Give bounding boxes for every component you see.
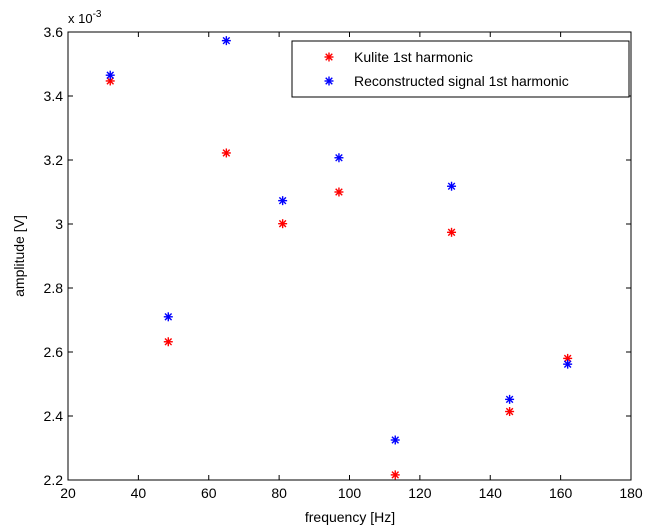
data-point: [447, 181, 457, 191]
data-point: [505, 394, 515, 404]
data-point: [105, 70, 115, 80]
x-tick-label: 160: [549, 485, 573, 501]
data-point: [390, 470, 400, 480]
x-tick-label: 40: [131, 485, 147, 501]
y-axis: 2.2 2.4 2.6 2.8 3 3.2 3.4 3.6: [44, 24, 631, 488]
series-2: [105, 36, 573, 445]
x-tick-label: 140: [479, 485, 503, 501]
x-tick-label: 100: [338, 485, 362, 501]
legend-box: [291, 40, 630, 98]
x-tick-label: 180: [619, 485, 643, 501]
data-point: [278, 196, 288, 206]
legend-marker: [324, 76, 334, 86]
x-axis-label: frequency [Hz]: [305, 509, 395, 525]
data-point: [221, 36, 231, 46]
data-point: [563, 359, 573, 369]
y-tick-label: 3.6: [44, 24, 64, 40]
data-point: [163, 312, 173, 322]
legend: Kulite 1st harmonic Reconstructed signal …: [291, 40, 630, 98]
x-tick-label: 120: [408, 485, 432, 501]
data-point: [334, 187, 344, 197]
y-tick-label: 2.6: [44, 344, 64, 360]
x-tick-label: 60: [201, 485, 217, 501]
y-tick-label: 2.8: [44, 280, 64, 296]
y-tick-label: 3: [55, 216, 63, 232]
data-point: [390, 435, 400, 445]
x-axis: 20 40 60 80 100 120 140 160 180: [60, 32, 643, 501]
x-tick-label: 80: [271, 485, 287, 501]
plot-frame: [67, 31, 632, 481]
legend-entry-label: Reconstructed signal 1st harmonic: [354, 73, 569, 89]
y-exponent-base: x 10: [68, 11, 93, 26]
data-point: [278, 219, 288, 229]
y-exponent-label: x 10-3: [68, 9, 102, 26]
x-tick-label: 20: [60, 485, 76, 501]
data-point: [334, 153, 344, 163]
data-point: [505, 407, 515, 417]
data-point: [221, 148, 231, 158]
data-markers: [105, 36, 573, 480]
data-point: [163, 337, 173, 347]
y-exponent-power: -3: [93, 9, 102, 20]
y-tick-label: 2.4: [44, 408, 64, 424]
y-tick-label: 2.2: [44, 472, 64, 488]
y-axis-label: amplitude [V]: [11, 215, 27, 297]
y-tick-label: 3.2: [44, 152, 64, 168]
series-1: [105, 76, 573, 480]
y-tick-label: 3.4: [44, 88, 64, 104]
legend-entry-label: Kulite 1st harmonic: [354, 49, 473, 65]
legend-marker: [324, 52, 334, 62]
data-point: [447, 227, 457, 237]
plot-area: [67, 31, 632, 481]
